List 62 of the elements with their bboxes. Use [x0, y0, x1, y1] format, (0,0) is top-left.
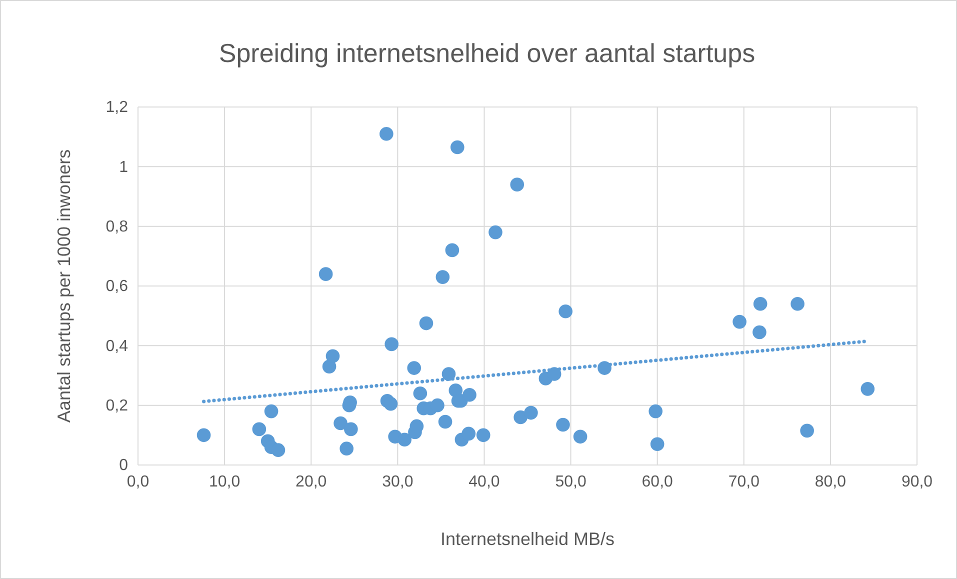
point	[264, 404, 278, 418]
x-tick-label: 60,0	[642, 473, 674, 490]
point	[514, 410, 528, 424]
y-tick-label: 1	[119, 158, 128, 176]
point	[340, 442, 354, 456]
y-tick-label: 0,8	[106, 218, 128, 236]
point	[648, 404, 663, 418]
x-axis-title: Internetsnelheid MB/s	[440, 529, 615, 549]
point	[380, 126, 394, 141]
point	[384, 396, 398, 411]
point	[732, 314, 746, 329]
point	[271, 443, 286, 457]
point	[462, 426, 476, 441]
point	[547, 367, 562, 381]
point	[650, 437, 664, 452]
x-tick-label: 30,0	[382, 473, 414, 490]
point	[753, 297, 768, 311]
point	[407, 361, 422, 375]
point	[752, 325, 766, 340]
y-tick-label: 0,2	[106, 397, 128, 414]
point	[476, 428, 490, 442]
x-tick-label: 0,0	[126, 473, 150, 490]
x-tick-label: 50,0	[555, 473, 586, 490]
point	[252, 422, 266, 436]
y-axis-title: Aantal startups per 1000 inwoners	[54, 149, 74, 423]
point	[196, 428, 211, 442]
y-tick-label: 0	[119, 457, 128, 474]
y-tick-label: 0,4	[106, 338, 128, 355]
chart-title: Spreiding internetsnelheid over aantal startups	[218, 38, 756, 68]
point	[573, 430, 588, 444]
point	[398, 432, 412, 447]
point	[384, 337, 399, 352]
point	[344, 422, 358, 436]
y-tick-label: 1,2	[106, 99, 128, 116]
x-tick-label: 40,0	[468, 473, 500, 490]
point	[442, 367, 456, 381]
x-tick-label: 20,0	[296, 473, 327, 490]
point	[800, 424, 814, 438]
point	[334, 416, 348, 430]
point	[510, 178, 524, 192]
point	[438, 414, 452, 429]
point	[860, 382, 875, 396]
x-tick-label: 90,0	[901, 473, 933, 490]
point	[326, 349, 340, 364]
x-tick-label: 80,0	[814, 473, 846, 490]
x-tick-label: 10,0	[208, 473, 240, 490]
y-tick-label: 0,6	[106, 278, 128, 296]
point	[790, 297, 804, 311]
point	[318, 267, 333, 281]
point	[450, 140, 464, 154]
point	[556, 418, 570, 432]
point	[419, 316, 434, 330]
x-tick-label: 70,0	[728, 473, 760, 490]
point	[524, 406, 538, 420]
point	[436, 270, 450, 284]
point	[488, 225, 502, 240]
point	[558, 304, 572, 318]
point	[598, 361, 612, 375]
point	[445, 243, 460, 258]
point	[430, 398, 444, 412]
point	[413, 386, 428, 400]
point	[462, 388, 476, 402]
